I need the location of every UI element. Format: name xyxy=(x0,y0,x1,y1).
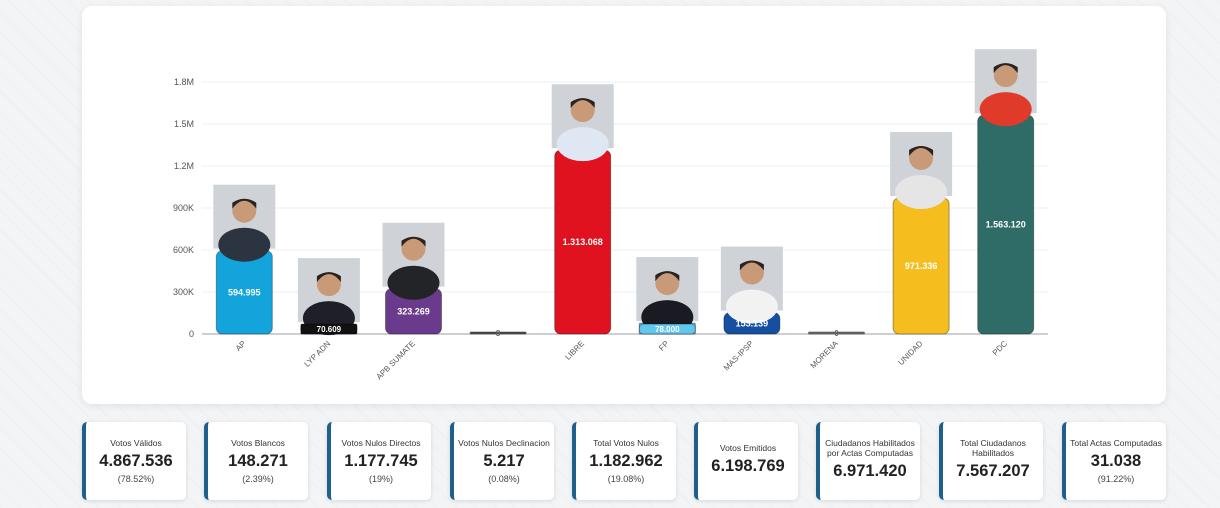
stat-card-ciudadanos-habilitados-actas: Ciudadanos Habilitados por Actas Computa… xyxy=(816,422,920,500)
candidate-photo-body xyxy=(725,289,778,324)
y-tick-label: 600K xyxy=(173,245,194,255)
stat-label: Total Ciudadanos Habilitados xyxy=(960,438,1026,458)
stat-value: 6.198.769 xyxy=(711,457,785,475)
y-tick-label: 1.8M xyxy=(174,77,194,87)
candidate-photo-hair xyxy=(655,271,680,282)
stat-value: 1.182.962 xyxy=(589,452,663,470)
bar-value-label: 971.336 xyxy=(905,261,938,271)
stat-value: 5.217 xyxy=(483,452,525,470)
y-tick-label: 1.2M xyxy=(174,161,194,171)
x-tick-label: AP xyxy=(234,339,248,353)
x-tick-label: FP xyxy=(657,339,671,353)
stat-label: Votos Emitidos xyxy=(719,443,777,453)
candidate-photo-head xyxy=(739,260,764,285)
results-bar-chart: 0 300K 600K 900K 1.2M 1.5M 1.8M 594.995 AP 70.609… xyxy=(173,49,1048,381)
candidate-photo-head xyxy=(401,236,426,261)
candidate-photo-head xyxy=(993,63,1018,88)
candidate-photo-hair xyxy=(232,198,257,209)
x-tick-label: LYP ADN xyxy=(303,339,333,369)
x-tick-label: APB SUMATE xyxy=(374,339,416,381)
stat-label: Total Actas Computadas xyxy=(1070,438,1162,448)
candidate-photo-head xyxy=(655,271,680,296)
bar-value-label: 70.609 xyxy=(317,325,342,334)
candidate-photo-hair xyxy=(401,236,426,247)
stat-percentage: (91.22%) xyxy=(1097,474,1135,484)
bar xyxy=(808,331,865,335)
candidate-photo-hair xyxy=(570,98,595,109)
candidate-photo-head xyxy=(232,198,257,223)
stat-card-votos-nulos-directos: Votos Nulos Directos 1.177.745 (19%) xyxy=(327,422,431,500)
stat-card-votos-validos: Votos Válidos 4.867.536 (78.52%) xyxy=(82,422,186,500)
stat-percentage: (19%) xyxy=(368,474,393,484)
results-chart-card: 0 300K 600K 900K 1.2M 1.5M 1.8M 594.995 AP 70.609… xyxy=(82,6,1166,404)
stat-label: Votos Blancos xyxy=(231,438,285,448)
y-tick-label: 300K xyxy=(173,287,194,297)
candidate-photo-body xyxy=(556,127,609,162)
stat-card-total-actas-computadas: Total Actas Computadas 31.038 (91.22%) xyxy=(1062,422,1166,500)
candidate-photo-hair xyxy=(739,260,764,271)
y-tick-label: 900K xyxy=(173,203,194,213)
stat-value: 31.038 xyxy=(1090,452,1142,470)
stat-value: 7.567.207 xyxy=(956,462,1030,480)
bar-value-label: 323.269 xyxy=(397,306,430,316)
stat-percentage: (0.08%) xyxy=(488,474,520,484)
candidate-photo-hair xyxy=(909,146,934,157)
stat-value: 6.971.420 xyxy=(833,462,907,480)
bar-value-label: 594.995 xyxy=(228,287,261,297)
stat-card-total-votos-nulos: Total Votos Nulos 1.182.962 (19.08%) xyxy=(572,422,676,500)
candidate-photo-body xyxy=(979,92,1032,127)
candidate-photo-head xyxy=(570,98,595,123)
stat-value: 148.271 xyxy=(228,452,288,470)
bar-value-label: 8 xyxy=(496,329,501,338)
candidate-photo-hair xyxy=(993,63,1018,74)
stat-card-votos-nulos-declinacion: Votos Nulos Declinacion 5.217 (0.08%) xyxy=(450,422,554,500)
stat-percentage: (2.39%) xyxy=(242,474,274,484)
y-tick-label: 1.5M xyxy=(174,119,194,129)
stat-value: 4.867.536 xyxy=(99,452,173,470)
bar-small-label-bg xyxy=(300,323,358,335)
stats-summary-row: Votos Válidos 4.867.536 (78.52%) Votos B… xyxy=(82,422,1168,502)
y-tick-label: 0 xyxy=(189,329,194,339)
x-tick-label: MAS-IPSP xyxy=(722,339,755,372)
x-tick-label: PDC xyxy=(991,339,1009,357)
stat-label: Ciudadanos Habilitados por Actas Computa… xyxy=(825,438,915,458)
stat-value: 1.177.745 xyxy=(344,452,418,470)
candidate-photo-body xyxy=(895,175,948,210)
stat-card-votos-blancos: Votos Blancos 148.271 (2.39%) xyxy=(204,422,308,500)
bar-small-label-bg xyxy=(638,323,696,335)
candidate-photo-head xyxy=(909,146,934,171)
stat-percentage: (19.08%) xyxy=(607,474,645,484)
candidate-photo-head xyxy=(316,272,341,297)
bar xyxy=(469,331,527,335)
candidate-photo-body xyxy=(218,227,271,262)
candidate-photo-hair xyxy=(316,272,341,283)
stat-label: Votos Nulos Directos xyxy=(341,438,421,448)
stat-label: Votos Nulos Declinacion xyxy=(458,438,550,448)
bar-value-label: 0 xyxy=(834,329,839,338)
bar-value-label: 1.563.120 xyxy=(986,220,1026,230)
stat-percentage: (78.52%) xyxy=(117,474,155,484)
stat-card-votos-emitidos: Votos Emitidos 6.198.769 xyxy=(694,422,798,500)
x-tick-label: UNIDAD xyxy=(896,339,924,367)
bar-value-label: 153.139 xyxy=(736,318,769,328)
stat-label: Total Votos Nulos xyxy=(593,438,659,448)
x-tick-label: LIBRE xyxy=(563,339,586,362)
bar-value-label: 78.000 xyxy=(655,325,680,334)
candidate-photo-body xyxy=(387,265,440,300)
bar-value-label: 1.313.068 xyxy=(563,237,603,247)
x-tick-label: MORENA xyxy=(809,339,841,371)
stat-label: Votos Válidos xyxy=(110,438,162,448)
stat-card-total-ciudadanos-habilitados: Total Ciudadanos Habilitados 7.567.207 xyxy=(939,422,1043,500)
